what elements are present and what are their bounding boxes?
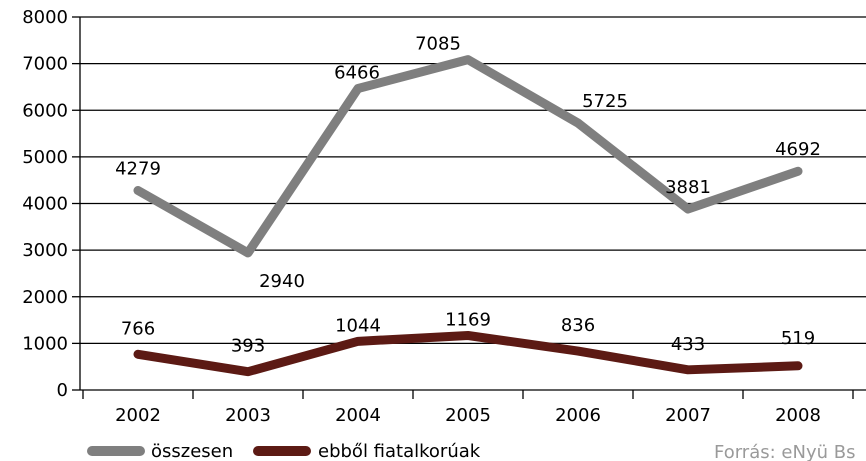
x-tick-label: 2005 — [445, 405, 491, 426]
y-axis-ticks: 0 1000 2000 3000 4000 5000 6000 7000 8000 — [22, 7, 80, 401]
data-label: 1169 — [445, 309, 491, 330]
x-tick-label: 2008 — [775, 405, 821, 426]
data-label: 4692 — [775, 139, 821, 160]
y-tick-label: 3000 — [22, 240, 68, 261]
data-label: 1044 — [335, 315, 381, 336]
y-tick-label: 6000 — [22, 100, 68, 121]
legend-label: összesen — [151, 441, 233, 461]
y-tick-label: 7000 — [22, 54, 68, 75]
data-label: 7085 — [415, 34, 461, 55]
y-tick-label: 2000 — [22, 287, 68, 308]
data-label: 766 — [121, 318, 155, 339]
data-label: 393 — [231, 336, 265, 357]
y-tick-label: 0 — [57, 380, 68, 401]
x-tick-label: 2004 — [335, 405, 381, 426]
data-label: 836 — [561, 315, 595, 336]
x-tick-label: 2006 — [555, 405, 601, 426]
data-label: 4279 — [115, 158, 161, 179]
data-label: 5725 — [582, 91, 628, 112]
x-tick-label: 2003 — [225, 405, 271, 426]
y-tick-label: 5000 — [22, 147, 68, 168]
y-tick-label: 8000 — [22, 7, 68, 28]
legend-label: ebből fiatalkorúak — [318, 441, 481, 461]
x-tick-label: 2007 — [665, 405, 711, 426]
x-axis-ticks: 2002 2003 2004 2005 2006 2007 2008 — [82, 390, 854, 426]
data-label: 433 — [671, 334, 705, 355]
y-tick-label: 4000 — [22, 194, 68, 215]
data-label: 3881 — [665, 177, 711, 198]
legend: összesen ebből fiatalkorúak — [87, 441, 481, 461]
x-tick-label: 2002 — [115, 405, 161, 426]
y-tick-label: 1000 — [22, 333, 68, 354]
series-lines — [133, 55, 803, 377]
data-label: 6466 — [334, 63, 380, 84]
data-label: 2940 — [259, 271, 305, 292]
data-label: 519 — [781, 328, 815, 349]
gridlines — [80, 16, 866, 345]
source-note: Forrás: eNyü Bs — [714, 442, 855, 461]
data-labels: 4279 2940 6466 7085 5725 3881 4692 766 393 1044 11… — [115, 34, 821, 357]
series-line-osszesen — [133, 55, 803, 258]
series-line-fiatalkoruak — [133, 330, 803, 377]
